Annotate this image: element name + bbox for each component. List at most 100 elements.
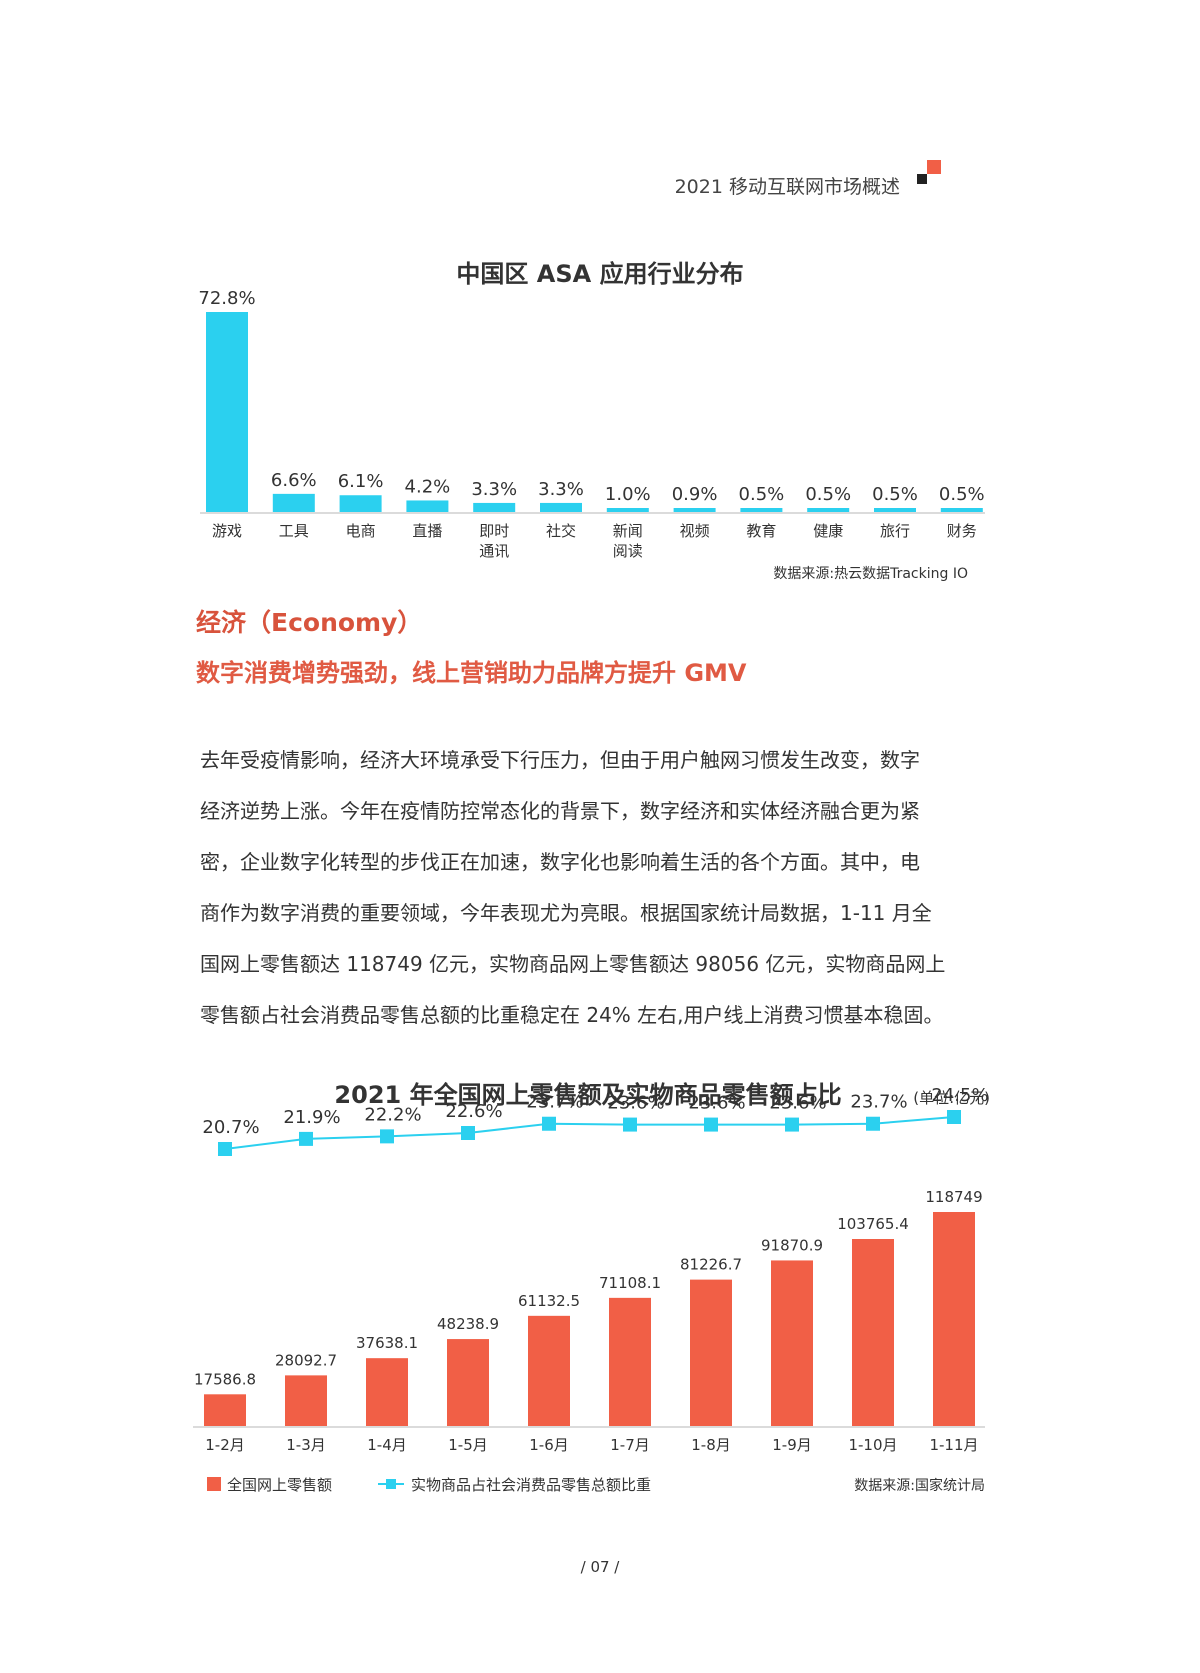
retail-sales-chart: 2021 年全国网上零售额及实物商品零售额占比 (单位:亿元) 17586.8 1-2… [193,1081,990,1494]
chart1-title: 中国区 ASA 应用行业分布 [456,260,743,288]
legend-bar-swatch [207,1477,221,1491]
section-title: 经济（Economy） [196,608,423,637]
chart2-bar [204,1394,246,1426]
chart2-share-marker [218,1142,232,1156]
chart2-share-label: 23.7% [526,1092,583,1113]
chart2-share-label: 21.9% [283,1107,340,1128]
chart2-category-label: 1-9月 [772,1436,812,1454]
asa-industry-chart: 中国区 ASA 应用行业分布 72.8% 游戏 6.6% 工具 6.1% 电商 4.2% 直播 3… [198,260,985,560]
chart2-share-line [224,1116,955,1150]
chart1-value-label: 4.2% [405,476,451,497]
chart1-bar [272,493,315,512]
chart1-category-label: 电商 [346,522,376,540]
chart1-category-label: 工具 [279,522,309,540]
chart1-value-label: 3.3% [538,479,584,500]
chart2-bar-label: 28092.7 [275,1351,337,1369]
chart1-value-label: 3.3% [471,479,517,500]
chart1-category-label: 旅行 [880,522,910,540]
chart2-bar [528,1315,570,1426]
chart2-share-marker [704,1117,718,1132]
chart2-category-label: 1-8月 [691,1436,731,1454]
chart2-share-label: 23.6% [607,1093,664,1114]
legend-line-label: 实物商品占社会消费品零售总额比重 [411,1476,651,1494]
chart1-bar [740,508,783,512]
chart2-bar [771,1260,813,1426]
paragraph-line: 国网上零售额达 118749 亿元，实物商品网上零售额达 98056 亿元，实物… [200,952,946,976]
chart2-category-label: 1-10月 [848,1436,897,1454]
paragraph-line: 经济逆势上涨。今年在疫情防控常态化的背景下，数字经济和实体经济融合更为紧 [200,799,920,823]
chart2-bar-label: 118749 [925,1188,982,1206]
chart2-title: 2021 年全国网上零售额及实物商品零售额占比 [334,1081,841,1109]
chart1-bar [473,502,516,512]
chart2-share-marker [623,1117,637,1132]
chart1-category-label: 通讯 [479,542,509,560]
chart2-bar-label: 61132.5 [518,1292,580,1310]
chart2-share-label: 23.7% [850,1092,907,1113]
chart1-category-label: 即时 [479,522,509,540]
page-number: / 07 / [580,1558,620,1576]
chart1-value-label: 0.5% [805,484,851,505]
chart2-category-label: 1-5月 [448,1436,488,1454]
chart2-bar [285,1375,327,1426]
chart1-bar [540,502,582,512]
chart1-bar [874,508,916,512]
chart2-category-label: 1-4月 [367,1436,407,1454]
chart2-bar [447,1339,489,1426]
paragraph-line: 去年受疫情影响，经济大环境承受下行压力，但由于用户触网习惯发生改变，数字 [200,748,920,772]
chart1-bar [940,508,983,512]
chart2-share-marker [866,1116,880,1131]
chart2-bar-label: 37638.1 [356,1334,418,1352]
chart2-share-marker [299,1131,313,1146]
chart2-category-label: 1-11月 [929,1436,978,1454]
chart1-category-label: 健康 [813,522,843,540]
chart2-share-marker [947,1110,961,1124]
chart2-bar-label: 103765.4 [837,1215,909,1233]
chart2-bar [933,1212,975,1426]
chart2-category-label: 1-6月 [529,1436,569,1454]
chart1-category-label: 教育 [746,522,776,540]
chart2-category-label: 1-3月 [286,1436,326,1454]
chart2-share-label: 23.6% [769,1093,826,1114]
chart2-category-label: 1-2月 [205,1436,245,1454]
chart2-bar [366,1358,408,1426]
chart1-value-label: 0.5% [739,484,785,505]
chart1-bar [206,312,248,512]
legend-bar-label: 全国网上零售额 [227,1476,332,1494]
paragraph-line: 密，企业数字化转型的步伐正在加速，数字化也影响着生活的各个方面。其中，电 [200,850,920,874]
chart1-bar [807,508,850,512]
chart2-bar-label: 91870.9 [761,1236,823,1254]
chart1-category-label: 视频 [680,522,710,540]
chart1-value-label: 6.6% [271,470,317,491]
chart1-category-label: 阅读 [613,542,643,560]
chart1-category-label: 财务 [947,522,977,540]
chart1-category-label: 游戏 [212,522,242,540]
chart1-value-label: 0.5% [872,484,918,505]
chart2-bar-label: 81226.7 [680,1256,742,1274]
chart1-source: 数据来源:热云数据Tracking IO [773,566,968,582]
chart2-share-label: 20.7% [202,1117,259,1138]
chart1-bar [406,500,449,512]
chart2-bar-label: 71108.1 [599,1274,661,1292]
chart1-value-label: 1.0% [605,484,651,505]
body-paragraph: 去年受疫情影响，经济大环境承受下行压力，但由于用户触网习惯发生改变，数字 经济逆… [200,735,1010,1041]
chart2-bar-label: 48238.9 [437,1315,499,1333]
chart1-bar [673,508,716,512]
chart1-value-label: 0.9% [672,484,718,505]
chart1-category-label: 新闻 [613,522,643,540]
paragraph-line: 商作为数字消费的重要领域，今年表现尤为亮眼。根据国家统计局数据，1-11 月全 [200,901,932,925]
chart2-source: 数据来源:国家统计局 [854,1477,985,1494]
chart2-bar-label: 17586.8 [194,1370,256,1388]
chart1-bar [606,508,649,512]
chart2-bar [852,1239,894,1426]
header-logo-icon [917,160,941,184]
chart1-value-label: 0.5% [939,484,985,505]
chart1-value-label: 6.1% [338,471,384,492]
chart2-share-label: 22.6% [445,1101,502,1122]
header-title: 2021 移动互联网市场概述 [674,176,900,198]
chart2-share-marker [380,1129,394,1144]
chart1-bar [339,495,382,512]
chart2-share-label: 22.2% [364,1104,421,1125]
chart1-category-label: 直播 [412,522,442,540]
chart2-bar [690,1279,732,1426]
chart1-category-label: 社交 [546,522,576,540]
